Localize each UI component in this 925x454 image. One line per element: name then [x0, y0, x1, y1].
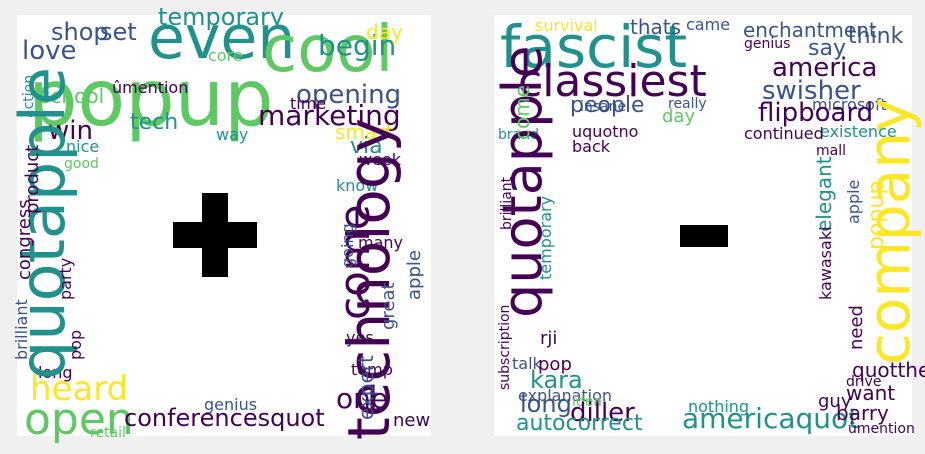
positive-word-retail: retail: [90, 425, 126, 441]
positive-word-great: great: [378, 282, 399, 330]
negative-word-kawasaki: kawasaki: [816, 226, 835, 300]
negative-word-diller: diller: [570, 398, 635, 428]
negative-word-americaquot: americaquot: [682, 402, 860, 435]
negative-word-temporary: temporary: [536, 195, 555, 280]
plus-sign-horizontal-bar: [173, 222, 257, 248]
positive-word-shop: shop: [51, 18, 109, 46]
negative-word-america: america: [772, 53, 878, 83]
positive-word-even: even: [148, 3, 296, 73]
negative-word-autocorrect: autocorrect: [516, 411, 643, 436]
negative-word-drive: drive: [846, 374, 882, 390]
positive-word-temp: temp: [351, 360, 393, 379]
positive-word-tech: tech: [130, 110, 179, 135]
negative-word-popup: popup: [864, 180, 889, 250]
positive-word-cool: cool: [262, 13, 394, 87]
positive-word-smart: smart: [335, 120, 394, 144]
positive-word-opening: opening: [296, 80, 402, 110]
negative-word-uquotno: uquotno: [572, 122, 639, 141]
positive-word-love: love: [22, 36, 77, 66]
negative-word-quotthe: quotthe: [852, 358, 925, 382]
positive-word-umention: ûmention: [112, 78, 189, 97]
positive-word-school: school: [40, 84, 105, 108]
negative-word-continued: continued: [744, 124, 824, 143]
negative-word-elegant: elegant: [812, 156, 836, 232]
positive-word-expert: expert: [354, 355, 378, 420]
negative-word-want: want: [846, 381, 896, 405]
positive-word-going: going: [338, 223, 357, 268]
negative-word-subscription: subscription: [497, 304, 513, 390]
positive-word-begin: begin: [318, 29, 397, 62]
positive-word-core: core: [208, 46, 243, 65]
negative-word-brand: brand: [498, 127, 539, 143]
negative-word-nothing: nothing: [688, 397, 750, 416]
negative-word-explanation: explanation: [518, 386, 613, 405]
positive-word-marketing: marketing: [258, 99, 401, 132]
negative-word-idea: idea: [572, 394, 602, 410]
positive-word-way: way: [216, 125, 249, 144]
negative-word-genius: genius: [744, 36, 791, 52]
positive-word-know: know: [336, 176, 379, 195]
positive-word-popup: popup: [28, 54, 274, 144]
negative-word-long: long: [520, 390, 572, 418]
positive-word-win: win: [48, 116, 93, 146]
positive-word-yes: yes: [346, 328, 374, 347]
positive-word-open: open: [24, 394, 134, 445]
negative-word-brilliant: brilliant: [499, 176, 515, 230]
negative-word-survival: survival: [535, 16, 598, 35]
negative-word-guy: guy: [818, 391, 852, 412]
negative-word-swisher: swisher: [762, 76, 861, 106]
negative-word-pop: pop: [538, 354, 572, 375]
negative-word-back: back: [572, 137, 611, 156]
negative-word-insane: insane: [580, 99, 627, 115]
negative-word-people: people: [570, 93, 645, 118]
positive-word-temporary: temporary: [158, 3, 285, 31]
negative-word-barry: barry: [836, 401, 889, 425]
negative-word-classiest: classiest: [518, 56, 707, 107]
negative-word-fascist: fascist: [500, 13, 688, 81]
positive-word-many: many: [358, 233, 403, 252]
negative-word-thats: thats: [630, 15, 682, 39]
negative-word-enchantment: enchantment: [743, 18, 877, 42]
positive-word-good: good: [64, 156, 99, 172]
negative-word-umention: ûmention: [848, 421, 915, 437]
negative-word-microsoft: microsoft: [812, 95, 887, 114]
negative-word-mall: mall: [816, 143, 846, 159]
positive-word-week: week: [359, 150, 402, 169]
negative-word-really: really: [668, 96, 707, 112]
minus-sign: [680, 225, 728, 247]
positive-word-via: via: [350, 134, 383, 159]
positive-word-conferencesquot: conferencesquot: [124, 404, 325, 432]
positive-word-new: new: [393, 410, 431, 431]
negative-word-say: say: [808, 36, 846, 61]
positive-word-nice: nice: [66, 137, 100, 156]
positive-word-time: time: [290, 94, 327, 113]
negative-word-day: day: [662, 106, 696, 127]
negative-word-existence: existence: [820, 122, 897, 141]
negative-word-kara: kara: [530, 366, 583, 394]
positive-word-apple: apple: [404, 250, 425, 300]
positive-word-one: one: [336, 382, 389, 415]
positive-word-set: set: [100, 18, 137, 46]
positive-word-party: party: [56, 257, 75, 300]
positive-word-genius: genius: [204, 395, 258, 414]
positive-word-heard: heard: [30, 369, 129, 409]
positive-word-pop: pop: [66, 329, 85, 360]
negative-word-talk: talk: [512, 354, 542, 373]
negative-word-apple: apple: [844, 179, 863, 224]
negative-word-think: think: [848, 24, 904, 49]
positive-word-day: day: [366, 20, 403, 44]
negative-word-rji: rji: [540, 328, 558, 349]
positive-word-brilliant: brilliant: [12, 299, 31, 360]
negative-word-come: come: [510, 84, 534, 140]
negative-word-came: came: [686, 15, 731, 34]
positive-word-long: long: [38, 363, 73, 382]
positive-word-action: action: [21, 74, 37, 118]
positive-word-congress: congress: [14, 199, 35, 280]
negative-word-flipboard: flipboard: [758, 98, 874, 128]
